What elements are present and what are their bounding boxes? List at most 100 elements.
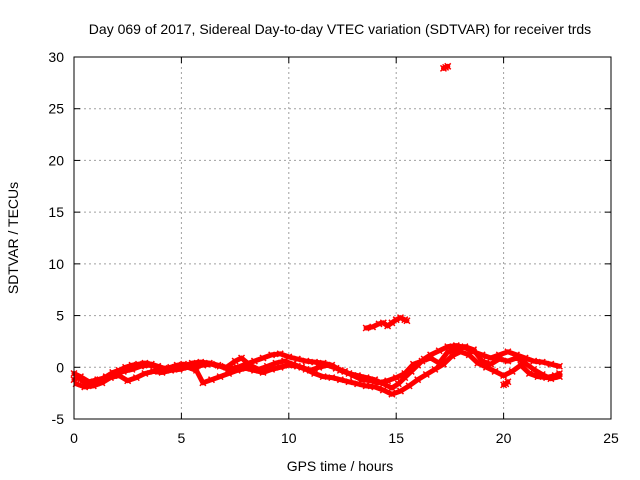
data-point — [375, 379, 383, 387]
data-point — [444, 62, 452, 70]
data-point — [508, 367, 516, 375]
y-tick-label: 25 — [48, 101, 64, 117]
data-point — [315, 363, 323, 371]
data-point — [341, 367, 349, 375]
y-tick-label: 5 — [56, 308, 64, 324]
data-point — [384, 377, 392, 385]
plot-frame — [73, 56, 612, 420]
y-axis-ticks: -5 0 5 10 15 20 25 30 — [48, 49, 611, 427]
data-point — [444, 343, 452, 351]
data-point — [280, 357, 289, 365]
y-tick-label: 0 — [56, 359, 64, 375]
data-point — [205, 359, 213, 367]
data-point — [435, 347, 443, 355]
data-point — [225, 369, 233, 378]
x-tick-label: 5 — [178, 430, 186, 446]
data-point — [132, 374, 140, 382]
data-point — [349, 372, 357, 380]
data-point — [394, 380, 402, 388]
x-tick-label: 0 — [70, 430, 78, 446]
data-point — [500, 372, 508, 380]
data-point — [362, 324, 370, 332]
data-point — [530, 365, 538, 373]
data-point — [538, 358, 546, 366]
data-point — [128, 365, 136, 373]
data-point — [504, 378, 512, 386]
data-point — [233, 366, 241, 374]
data-point — [388, 384, 396, 392]
y-axis-label: SDTVAR / TECUs — [5, 182, 21, 294]
data-point — [76, 373, 84, 381]
data-point — [422, 370, 430, 379]
data-point — [94, 376, 102, 384]
series-trace-d — [362, 314, 411, 332]
data-point — [272, 359, 280, 367]
data-point — [401, 369, 409, 378]
data-point — [263, 362, 271, 370]
data-point — [171, 363, 179, 371]
data-point — [555, 362, 563, 370]
data-point — [302, 357, 310, 365]
data-point — [388, 390, 396, 398]
data-point — [403, 317, 411, 325]
data-point — [491, 367, 499, 375]
data-point — [154, 363, 162, 371]
data-point — [427, 354, 435, 362]
data-point — [418, 357, 426, 365]
data-point — [268, 351, 276, 359]
series-line — [73, 349, 562, 397]
data-point — [547, 375, 555, 383]
y-tick-label: 20 — [48, 152, 64, 168]
data-point — [431, 365, 439, 373]
x-tick-label: 20 — [496, 430, 512, 446]
data-point — [137, 362, 145, 370]
data-point — [521, 359, 529, 367]
data-point — [119, 367, 127, 375]
data-point — [336, 376, 344, 384]
data-point — [504, 348, 512, 356]
data-point — [111, 370, 119, 379]
data-point — [512, 354, 521, 362]
data-point — [162, 365, 170, 373]
data-point — [231, 357, 239, 365]
data-point — [405, 382, 413, 390]
x-tick-label: 15 — [388, 430, 404, 446]
data-point — [180, 362, 188, 370]
data-point — [323, 361, 331, 369]
data-point — [379, 386, 387, 394]
y-tick-label: 10 — [48, 256, 64, 272]
data-point — [85, 378, 93, 386]
y-tick-label: 15 — [48, 204, 64, 220]
data-point — [222, 363, 231, 371]
data-point — [504, 357, 512, 365]
data-point — [444, 348, 452, 356]
data-point — [452, 346, 460, 354]
data-point — [276, 350, 284, 358]
series-trace-c — [70, 343, 563, 387]
data-point — [141, 369, 149, 378]
data-point — [435, 359, 443, 367]
data-point — [238, 354, 246, 362]
data-point — [199, 379, 207, 387]
data-point — [214, 361, 222, 369]
data-point — [555, 373, 563, 381]
series-outlier — [439, 62, 452, 72]
y-tick-label: 30 — [48, 49, 64, 65]
data-point — [414, 376, 422, 384]
data-point — [319, 373, 327, 381]
data-point — [102, 374, 110, 382]
data-point — [216, 373, 224, 381]
data-point — [478, 357, 486, 365]
data-point — [246, 361, 254, 369]
series-line — [71, 344, 562, 386]
data-point — [332, 364, 340, 372]
data-point — [547, 360, 555, 368]
data-point — [396, 314, 405, 322]
data-point — [207, 376, 216, 384]
data-point — [188, 359, 196, 367]
data-point — [392, 316, 400, 324]
data-series — [70, 62, 563, 398]
data-point — [345, 378, 353, 386]
data-point — [388, 319, 396, 327]
series-trace-e — [500, 378, 512, 389]
